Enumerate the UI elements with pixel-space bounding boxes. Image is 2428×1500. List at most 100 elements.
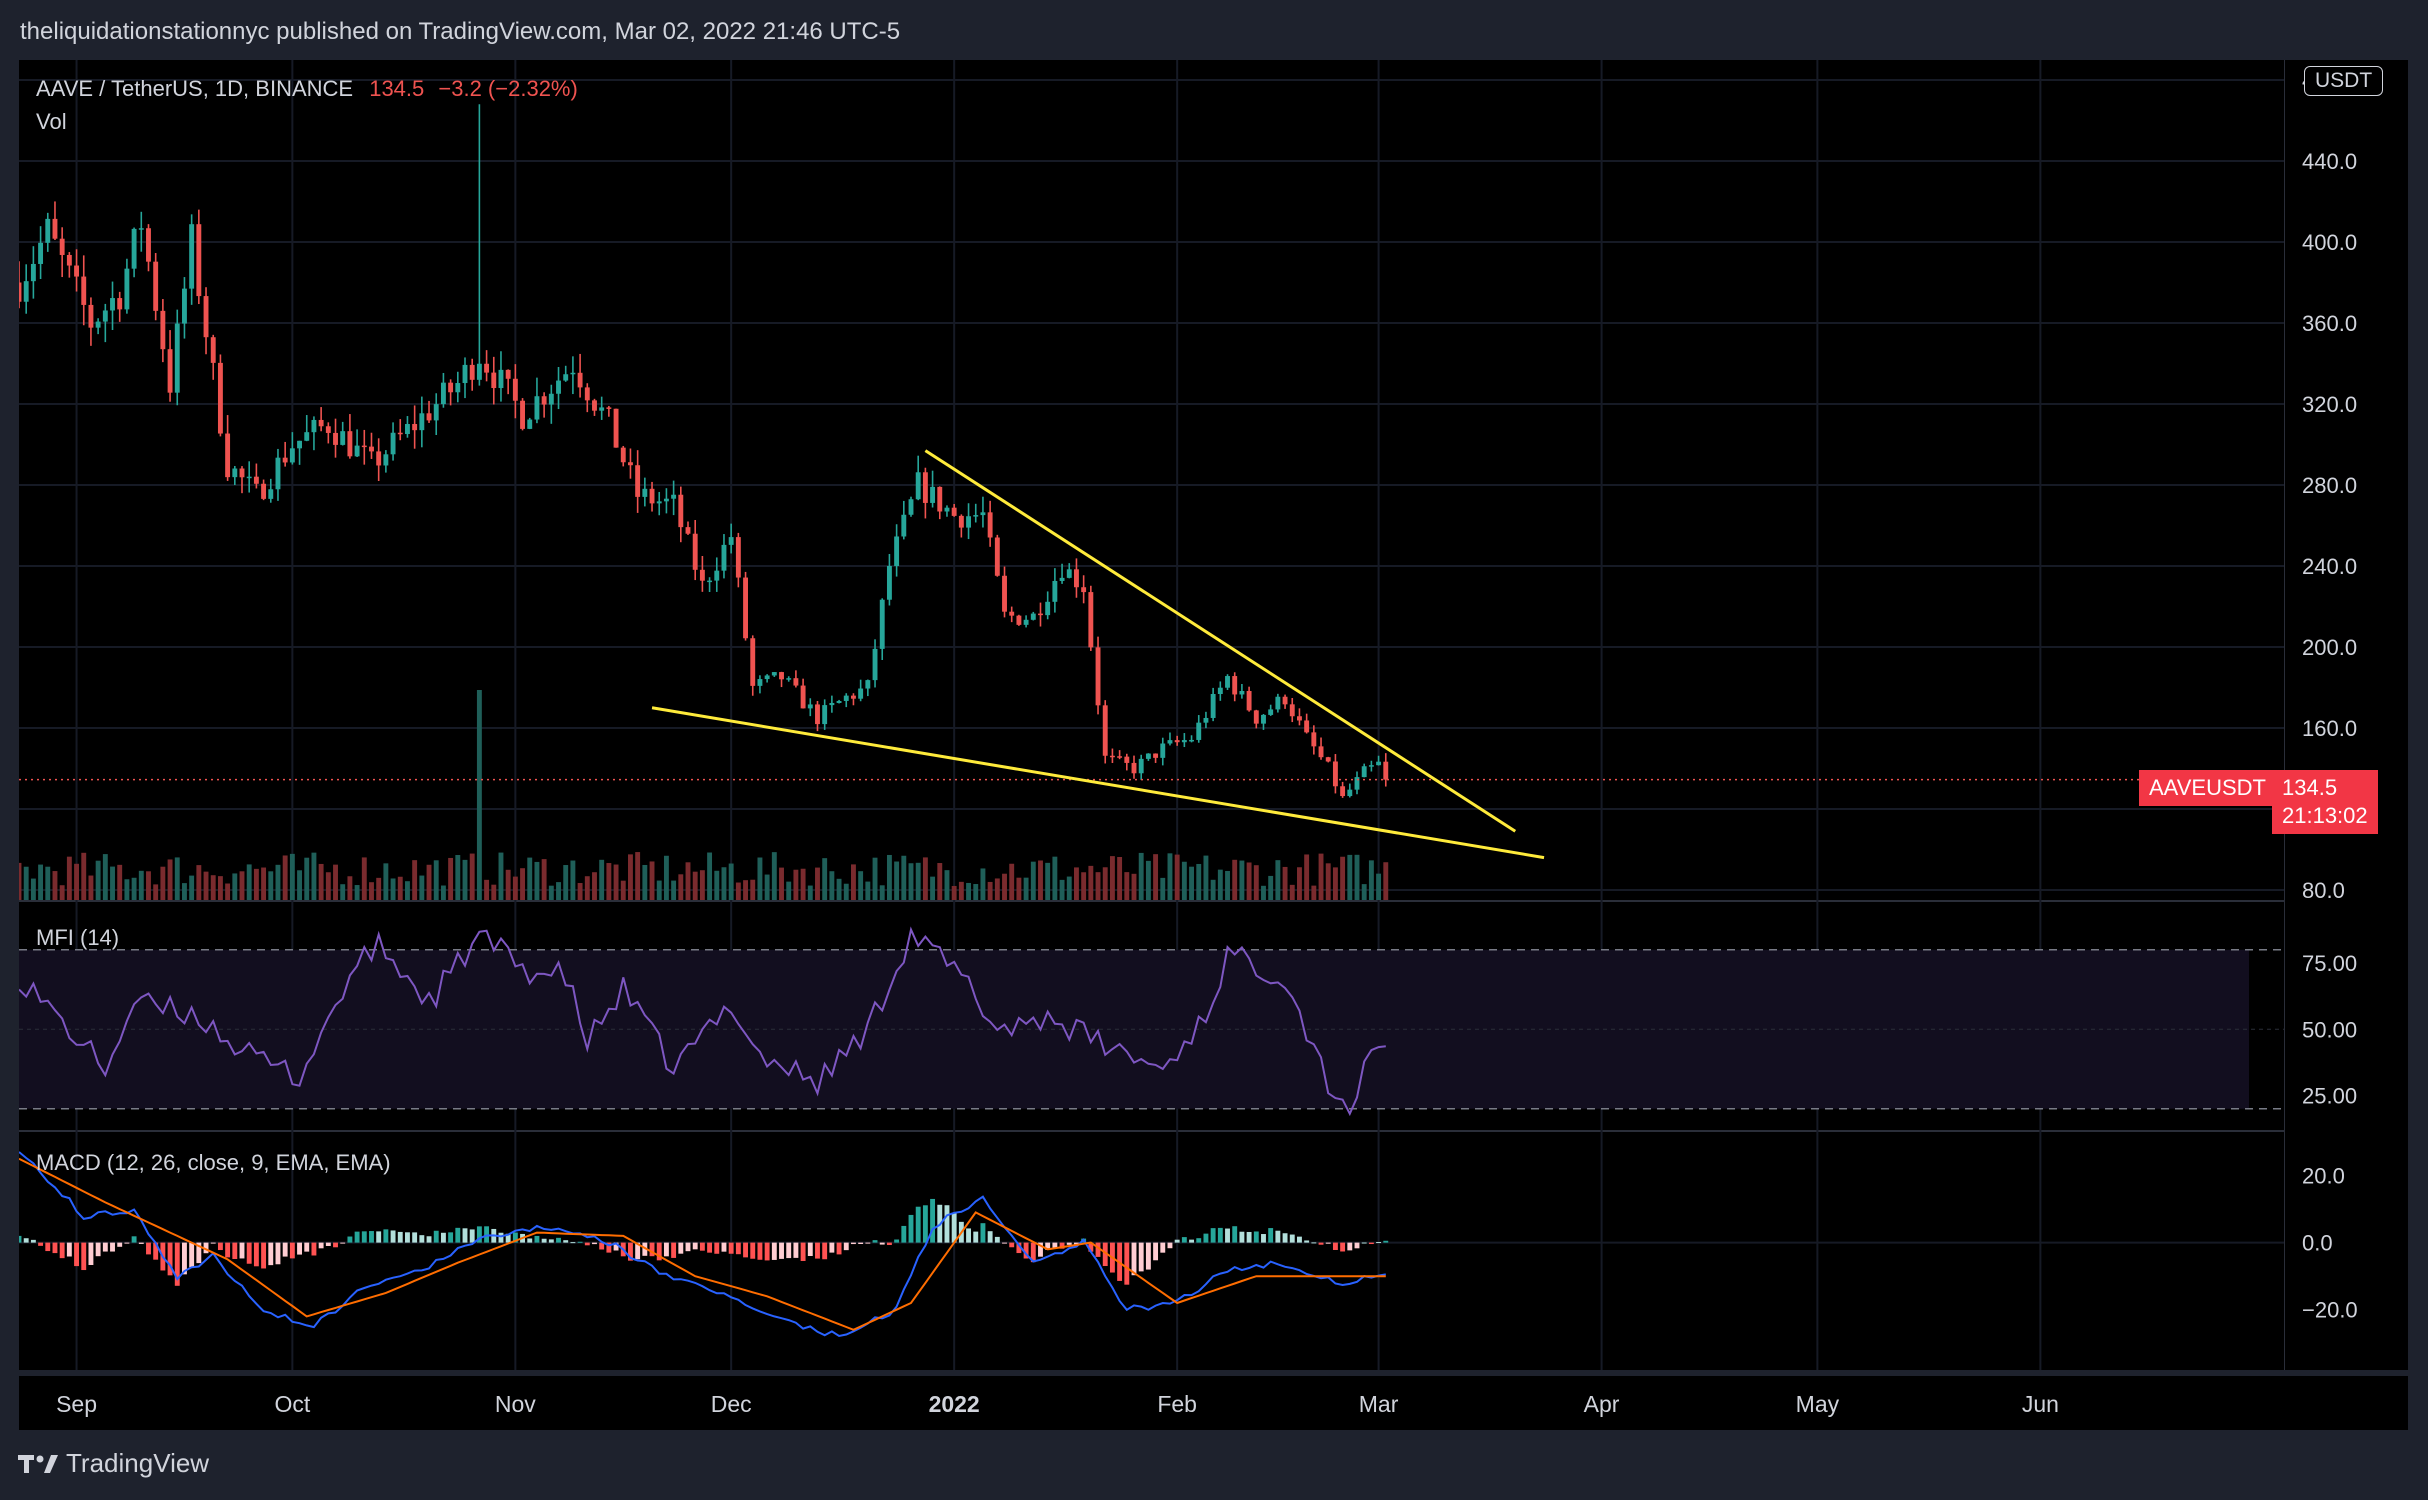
macd-histogram-bar — [635, 1242, 641, 1260]
time-tick-label: Feb — [1157, 1391, 1197, 1417]
candle-body — [297, 440, 302, 449]
volume-bar — [433, 860, 439, 900]
macd-histogram-bar — [922, 1205, 928, 1243]
time-axis[interactable]: Sep Oct Nov Dec 2022 Feb Mar Apr May Jun — [19, 1376, 2408, 1430]
candle-body — [325, 426, 331, 433]
macd-histogram-bar — [1088, 1242, 1094, 1252]
volume-bar — [131, 877, 137, 900]
candle-body — [333, 432, 338, 445]
volume-bar — [1016, 877, 1022, 900]
price-axis[interactable]: 80.0120.0160.0200.0240.0280.0320.0360.04… — [2283, 60, 2408, 1370]
volume-bar — [81, 852, 87, 900]
volume-bar — [1282, 866, 1288, 900]
macd-histogram-bar — [462, 1228, 468, 1243]
candle-body — [577, 372, 583, 388]
time-tick-label: Oct — [274, 1391, 310, 1417]
candle-body — [556, 380, 561, 394]
volume-bar — [901, 855, 907, 900]
candle-body — [879, 599, 885, 649]
volume-bar — [1246, 862, 1252, 900]
time-axis-canvas[interactable]: Sep Oct Nov Dec 2022 Feb Mar Apr May Jun — [19, 1376, 2408, 1430]
volume-bar — [649, 861, 655, 900]
candle-body — [1340, 786, 1346, 797]
volume-bar — [1052, 856, 1058, 900]
macd-histogram-bar — [656, 1242, 662, 1261]
macd-histogram-bar — [390, 1230, 396, 1243]
currency-badge[interactable]: USDT — [2304, 66, 2384, 96]
macd-histogram-bar — [994, 1236, 1000, 1243]
volume-bar — [966, 882, 971, 900]
candle-body — [958, 515, 964, 528]
volume-bar — [203, 871, 209, 900]
macd-histogram-bar — [124, 1242, 130, 1244]
macd-histogram-bar — [182, 1242, 187, 1275]
macd-histogram-bar — [735, 1242, 741, 1255]
macd-histogram-bar — [1023, 1242, 1029, 1259]
candle-body — [779, 672, 784, 680]
candle-body — [930, 486, 936, 503]
candle-body — [289, 448, 295, 463]
macd-histogram-bar — [203, 1242, 209, 1254]
candle-body — [74, 265, 79, 277]
candle-body — [692, 533, 698, 570]
macd-histogram-bar — [1304, 1240, 1310, 1243]
candle-body — [88, 304, 94, 328]
macd-histogram-bar — [23, 1238, 29, 1243]
macd-histogram-bar — [210, 1242, 216, 1244]
volume-bar — [1081, 872, 1087, 900]
candle-body — [117, 298, 123, 310]
candle-body — [246, 476, 252, 479]
macd-histogram-bar — [1145, 1242, 1151, 1270]
volume-bar — [448, 857, 454, 900]
chart-area[interactable]: AAVE / TetherUS, 1D, BINANCE 134.5 −3.2 … — [16, 60, 2284, 1370]
chart-canvas[interactable] — [16, 60, 2284, 1370]
volume-bar — [527, 857, 533, 900]
volume-bar — [1088, 865, 1094, 900]
volume-bar — [476, 690, 482, 900]
macd-histogram-bar — [361, 1231, 367, 1243]
candle-body — [592, 400, 597, 411]
tradingview-logo[interactable]: TradingView — [18, 1448, 209, 1479]
volume-bar — [1376, 873, 1382, 900]
macd-histogram-bar — [81, 1242, 87, 1271]
candle-body — [225, 433, 231, 478]
candle-body — [822, 705, 828, 725]
macd-histogram-bar — [376, 1231, 382, 1243]
macd-histogram-bar — [174, 1242, 180, 1286]
price-tick-label: 80.0 — [2302, 878, 2345, 903]
volume-bar — [843, 883, 849, 900]
macd-histogram-bar — [131, 1236, 137, 1243]
candle-body — [311, 419, 317, 433]
macd-histogram-bar — [1340, 1242, 1346, 1252]
candle-body — [656, 501, 662, 504]
macd-histogram-bar — [88, 1242, 94, 1265]
candle-body — [1174, 740, 1180, 743]
candle-body — [16, 282, 22, 302]
volume-bar — [1210, 879, 1216, 900]
mfi-tick-label: 50.00 — [2302, 1017, 2357, 1042]
macd-histogram-bar — [699, 1242, 705, 1251]
candle-body — [663, 498, 669, 502]
macd-histogram-bar — [872, 1240, 878, 1243]
macd-histogram-bar — [333, 1242, 338, 1248]
volume-bar — [678, 874, 684, 900]
macd-histogram-bar — [1016, 1242, 1022, 1254]
volume-bar — [685, 862, 691, 900]
volume-bar — [764, 874, 770, 900]
candle-body — [196, 224, 202, 297]
macd-histogram-bar — [548, 1239, 554, 1243]
volume-bar — [74, 863, 79, 900]
macd-histogram-bar — [1059, 1242, 1065, 1249]
volume-bar — [455, 855, 461, 900]
candle-body — [858, 688, 864, 699]
volume-bar — [232, 873, 238, 900]
candle-body — [354, 445, 360, 457]
macd-histogram-bar — [469, 1229, 475, 1243]
volume-bar — [239, 871, 245, 900]
price-axis-canvas[interactable]: 80.0120.0160.0200.0240.0280.0320.0360.04… — [2283, 60, 2408, 1370]
candle-body — [649, 488, 655, 504]
price-change: −3.2 (−2.32%) — [438, 76, 578, 101]
candle-body — [563, 374, 569, 381]
candle-body — [1261, 714, 1266, 724]
candle-body — [1289, 704, 1295, 717]
